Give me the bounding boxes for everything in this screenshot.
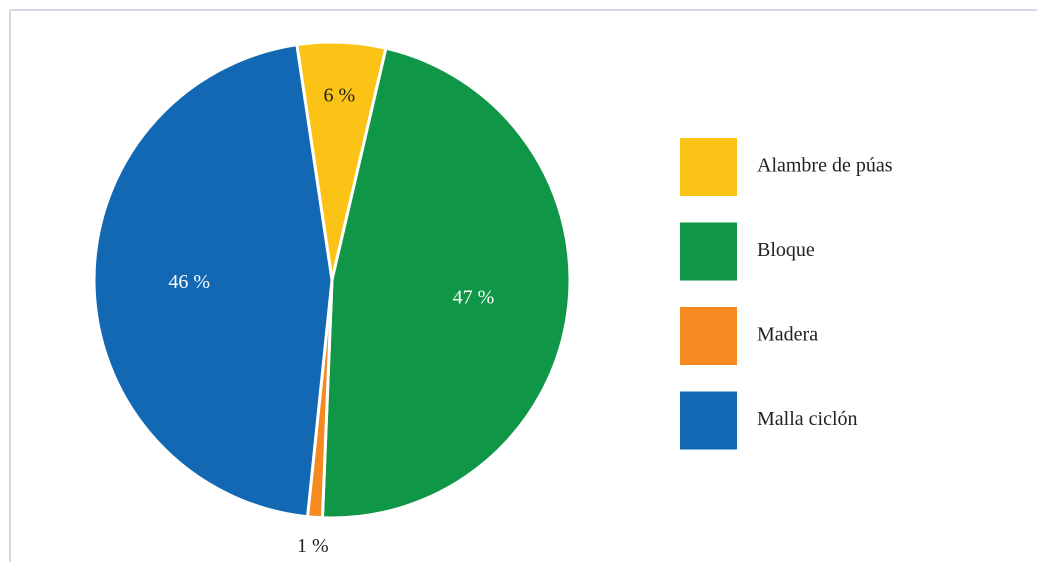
legend-label: Bloque bbox=[757, 239, 815, 261]
data-label: 6 % bbox=[324, 84, 356, 106]
data-label: 46 % bbox=[168, 271, 210, 293]
legend-label: Malla ciclón bbox=[757, 408, 858, 430]
pie-slice bbox=[320, 46, 572, 520]
legend-swatch bbox=[680, 222, 737, 281]
data-label: 1 % bbox=[297, 535, 329, 557]
legend-swatch bbox=[680, 391, 737, 450]
legend-label: Alambre de púas bbox=[757, 155, 893, 177]
data-label: 47 % bbox=[453, 287, 495, 309]
legend-label: Madera bbox=[757, 324, 818, 346]
pie-slice bbox=[92, 42, 334, 519]
legend-swatch bbox=[680, 307, 737, 365]
legend-swatch bbox=[680, 138, 737, 196]
